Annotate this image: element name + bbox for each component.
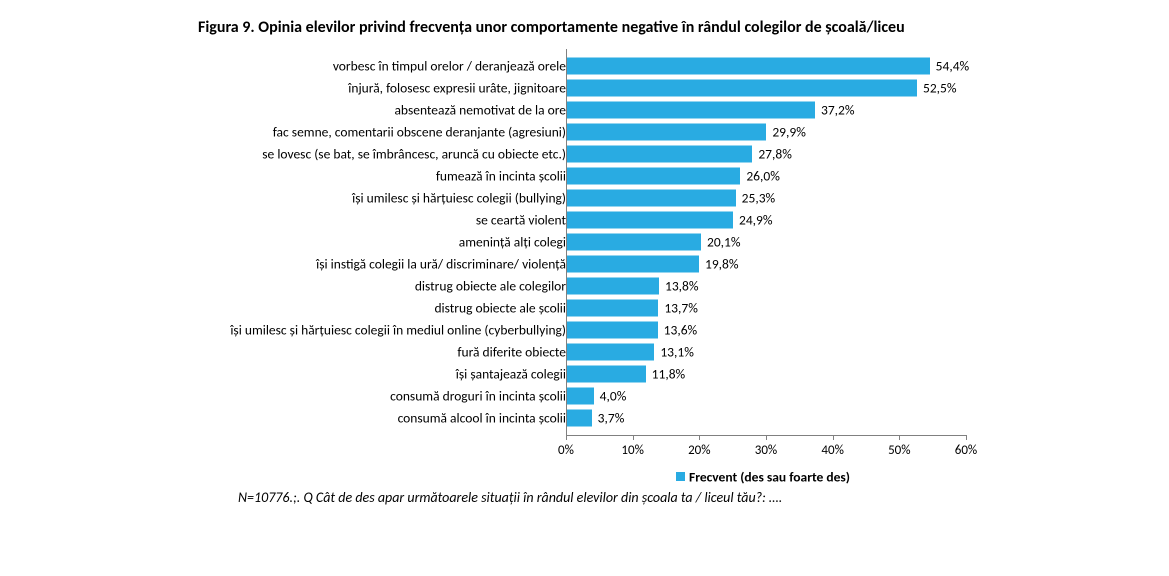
bar	[567, 167, 740, 184]
chart-row: consumă droguri în incinta școlii 4,0%	[198, 385, 998, 407]
value-label: 27,8%	[758, 145, 792, 162]
category-label: fură diferite obiecte	[457, 343, 566, 360]
bar	[567, 101, 815, 118]
x-tick	[699, 435, 700, 440]
value-label: 11,8%	[652, 365, 686, 382]
chart-row: vorbesc în timpul orelor / deranjează or…	[198, 55, 998, 77]
bar	[567, 79, 917, 96]
chart-row: se ceartă violent 24,9%	[198, 209, 998, 231]
category-label: absentează nemotivat de la ore	[394, 101, 566, 118]
category-label: distrug obiecte ale colegilor	[415, 277, 566, 294]
chart-row: își șantajează colegii 11,8%	[198, 363, 998, 385]
bar	[567, 409, 592, 426]
x-tick	[833, 435, 834, 440]
value-label: 29,9%	[772, 123, 806, 140]
chart-row: se lovesc (se bat, se îmbrâncesc, aruncă…	[198, 143, 998, 165]
x-tick-label: 60%	[955, 443, 977, 458]
x-tick	[966, 435, 967, 440]
category-label: consumă droguri în incinta școlii	[390, 387, 566, 404]
x-tick	[899, 435, 900, 440]
value-label: 26,0%	[746, 167, 780, 184]
x-tick-label: 40%	[821, 443, 843, 458]
bar	[567, 145, 752, 162]
category-label: înjură, folosesc expresii urâte, jignito…	[348, 79, 566, 96]
category-label: amenință alți colegi	[459, 233, 566, 250]
value-label: 52,5%	[923, 79, 957, 96]
value-label: 13,8%	[665, 277, 699, 294]
chart-row: își instigă colegii la ură/ discriminare…	[198, 253, 998, 275]
x-tick	[766, 435, 767, 440]
chart: vorbesc în timpul orelor / deranjează or…	[198, 49, 998, 467]
bar	[567, 57, 930, 74]
category-label: vorbesc în timpul orelor / deranjează or…	[333, 57, 566, 74]
figure-title: Figura 9. Opinia elevilor privind frecve…	[198, 18, 998, 39]
chart-row: amenință alți colegi 20,1%	[198, 231, 998, 253]
bar	[567, 299, 658, 316]
category-label: distrug obiecte ale școlii	[434, 299, 566, 316]
value-label: 13,1%	[660, 343, 694, 360]
chart-row: își umilesc și hărțuiesc colegii în medi…	[198, 319, 998, 341]
x-axis: 0%10%20%30%40%50%60%	[566, 435, 966, 467]
bar	[567, 387, 594, 404]
figure-container: Figura 9. Opinia elevilor privind frecve…	[198, 18, 998, 467]
bar	[567, 123, 766, 140]
chart-row: înjură, folosesc expresii urâte, jignito…	[198, 77, 998, 99]
bar	[567, 321, 658, 338]
value-label: 25,3%	[742, 189, 776, 206]
bar	[567, 343, 654, 360]
bar	[567, 255, 699, 272]
bar	[567, 189, 736, 206]
category-label: se lovesc (se bat, se îmbrâncesc, aruncă…	[262, 145, 566, 162]
x-tick	[633, 435, 634, 440]
category-label: fumează în incinta școlii	[436, 167, 566, 184]
value-label: 4,0%	[600, 387, 627, 404]
legend-swatch	[676, 472, 685, 481]
value-label: 20,1%	[707, 233, 741, 250]
category-label: își umilesc și hărțuiesc colegii în medi…	[230, 321, 566, 338]
chart-row: își umilesc și hărțuiesc colegii (bullyi…	[198, 187, 998, 209]
category-label: își șantajează colegii	[456, 365, 566, 382]
legend: Frecvent (des sau foarte des)	[676, 467, 850, 485]
value-label: 54,4%	[936, 57, 970, 74]
category-label: își umilesc și hărțuiesc colegii (bullyi…	[352, 189, 566, 206]
x-tick-label: 10%	[621, 443, 643, 458]
value-label: 19,8%	[705, 255, 739, 272]
chart-row: absentează nemotivat de la ore 37,2%	[198, 99, 998, 121]
x-tick	[566, 435, 567, 440]
legend-label: Frecvent (des sau foarte des)	[689, 468, 850, 485]
chart-row: fură diferite obiecte 13,1%	[198, 341, 998, 363]
value-label: 37,2%	[821, 101, 855, 118]
category-label: fac semne, comentarii obscene deranjante…	[273, 123, 566, 140]
x-tick-label: 0%	[558, 443, 574, 458]
value-label: 24,9%	[739, 211, 773, 228]
category-label: consumă alcool în incinta școlii	[398, 409, 566, 426]
chart-row: consumă alcool în incinta școlii 3,7%	[198, 407, 998, 429]
bar	[567, 211, 733, 228]
value-label: 3,7%	[598, 409, 625, 426]
plot-area: vorbesc în timpul orelor / deranjează or…	[198, 49, 998, 435]
chart-row: fac semne, comentarii obscene deranjante…	[198, 121, 998, 143]
chart-row: distrug obiecte ale școlii 13,7%	[198, 297, 998, 319]
category-label: își instigă colegii la ură/ discriminare…	[316, 255, 566, 272]
chart-row: fumează în incinta școlii 26,0%	[198, 165, 998, 187]
x-tick-label: 30%	[755, 443, 777, 458]
bar	[567, 277, 659, 294]
bar	[567, 365, 646, 382]
bar	[567, 233, 701, 250]
value-label: 13,7%	[664, 299, 698, 316]
chart-row: distrug obiecte ale colegilor 13,8%	[198, 275, 998, 297]
value-label: 13,6%	[664, 321, 698, 338]
figure-footnote: N=10776.;. Q Cât de des apar următoarele…	[238, 489, 782, 506]
category-label: se ceartă violent	[476, 211, 566, 228]
x-tick-label: 50%	[888, 443, 910, 458]
x-tick-label: 20%	[688, 443, 710, 458]
